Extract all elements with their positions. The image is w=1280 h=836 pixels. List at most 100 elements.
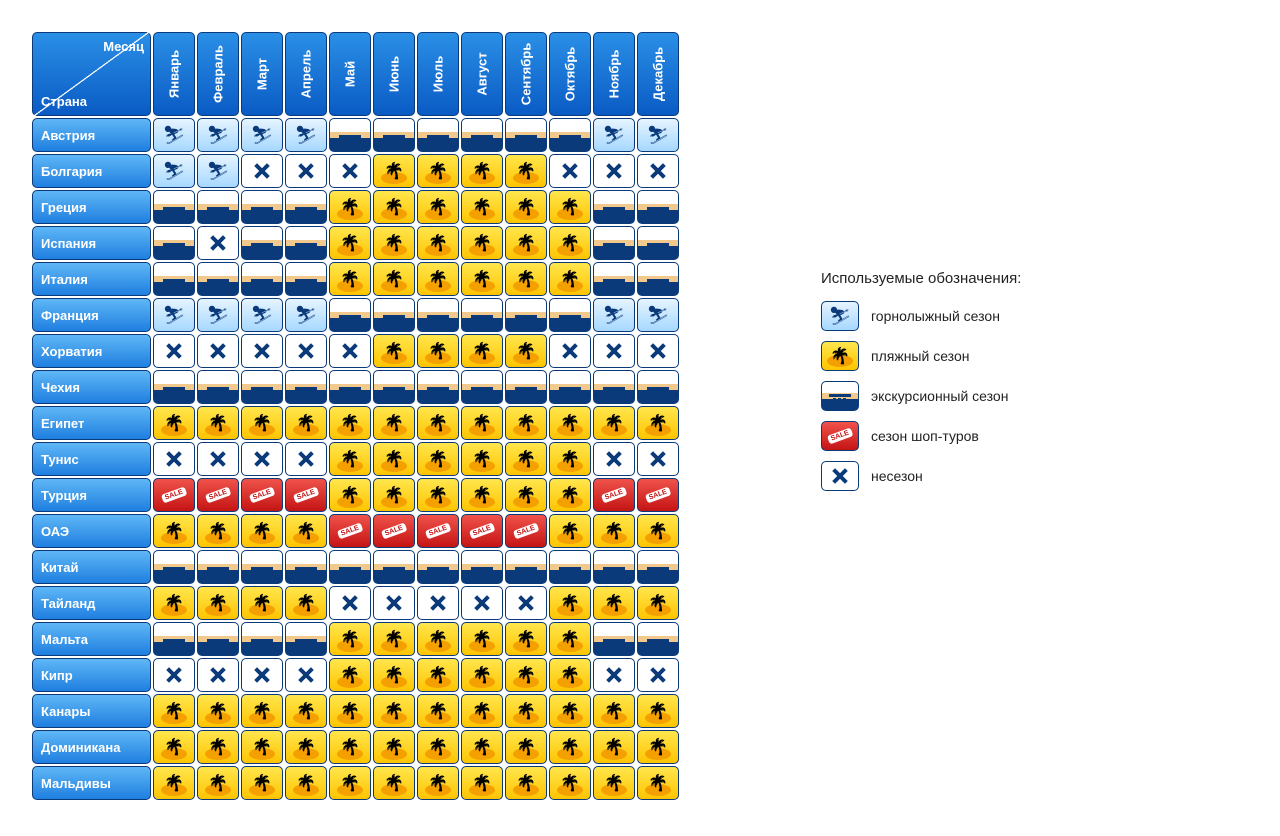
month-label: Апрель xyxy=(299,50,314,99)
season-cell-beach xyxy=(417,766,459,800)
season-cell-beach xyxy=(197,586,239,620)
season-cell-beach xyxy=(417,226,459,260)
season-cell-beach xyxy=(329,694,371,728)
season-cell-beach xyxy=(241,586,283,620)
table-row: Австрия xyxy=(32,118,679,152)
season-cell-beach xyxy=(549,478,591,512)
off-icon xyxy=(821,461,859,491)
season-cell-exc xyxy=(329,550,371,584)
season-cell-exc xyxy=(197,550,239,584)
season-cell-beach xyxy=(637,766,679,800)
season-cell-beach xyxy=(461,622,503,656)
season-cell-beach xyxy=(549,766,591,800)
legend-label: экскурсионный сезон xyxy=(871,388,1008,404)
season-cell-off xyxy=(637,658,679,692)
season-cell-exc xyxy=(637,262,679,296)
season-cell-off xyxy=(285,658,327,692)
month-header: Июль xyxy=(417,32,459,116)
season-cell-off xyxy=(241,334,283,368)
corner-cell: Страна Месяц xyxy=(32,32,151,116)
season-cell-exc xyxy=(505,550,547,584)
season-cell-shop xyxy=(637,478,679,512)
season-cell-beach xyxy=(461,262,503,296)
season-cell-beach xyxy=(417,658,459,692)
season-cell-exc xyxy=(285,226,327,260)
table-row: Мальдивы xyxy=(32,766,679,800)
season-cell-exc xyxy=(241,370,283,404)
country-label: Испания xyxy=(32,226,151,260)
season-cell-exc xyxy=(373,298,415,332)
country-label: Греция xyxy=(32,190,151,224)
season-cell-exc xyxy=(329,118,371,152)
season-cell-exc xyxy=(285,550,327,584)
season-cell-beach xyxy=(461,730,503,764)
table-row: Кипр xyxy=(32,658,679,692)
season-cell-off xyxy=(153,658,195,692)
month-label: Декабрь xyxy=(651,47,666,101)
legend-label: несезон xyxy=(871,468,923,484)
season-cell-off xyxy=(197,658,239,692)
season-cell-exc xyxy=(197,622,239,656)
season-cell-exc xyxy=(241,226,283,260)
season-cell-beach xyxy=(373,694,415,728)
season-cell-shop xyxy=(505,514,547,548)
season-cell-off xyxy=(637,154,679,188)
month-label: Март xyxy=(255,58,270,90)
season-cell-beach xyxy=(593,766,635,800)
season-cell-beach xyxy=(505,334,547,368)
season-cell-beach xyxy=(549,586,591,620)
season-cell-beach xyxy=(461,478,503,512)
season-cell-exc xyxy=(549,118,591,152)
season-cell-beach xyxy=(241,694,283,728)
col-axis-label: Месяц xyxy=(103,39,144,54)
season-cell-beach xyxy=(461,766,503,800)
season-cell-off xyxy=(197,442,239,476)
season-cell-beach xyxy=(417,406,459,440)
shop-icon xyxy=(821,421,859,451)
season-cell-beach xyxy=(197,730,239,764)
season-cell-beach xyxy=(197,694,239,728)
season-cell-exc xyxy=(373,118,415,152)
season-cell-beach xyxy=(417,442,459,476)
season-cell-shop xyxy=(461,514,503,548)
header-row: Страна Месяц ЯнварьФевральМартАпрельМайИ… xyxy=(32,32,679,116)
season-cell-beach xyxy=(505,190,547,224)
season-cell-exc xyxy=(461,550,503,584)
season-cell-off xyxy=(593,658,635,692)
season-cell-beach xyxy=(461,226,503,260)
season-cell-off xyxy=(461,586,503,620)
season-cell-exc xyxy=(637,622,679,656)
season-cell-off xyxy=(549,334,591,368)
season-cell-off xyxy=(329,586,371,620)
season-cell-beach xyxy=(461,658,503,692)
table-row: Болгария xyxy=(32,154,679,188)
legend: Используемые обозначения: горнолыжный се… xyxy=(821,270,1021,501)
month-label: Июль xyxy=(431,56,446,92)
season-cell-exc xyxy=(637,226,679,260)
season-cell-exc xyxy=(285,622,327,656)
season-cell-exc xyxy=(593,262,635,296)
season-cell-beach xyxy=(505,658,547,692)
season-cell-beach xyxy=(461,442,503,476)
season-cell-off xyxy=(637,334,679,368)
season-cell-beach xyxy=(285,514,327,548)
season-cell-exc xyxy=(505,298,547,332)
season-cell-off xyxy=(329,154,371,188)
season-cell-beach xyxy=(549,406,591,440)
season-cell-exc xyxy=(153,622,195,656)
season-cell-beach xyxy=(329,730,371,764)
legend-row: пляжный сезон xyxy=(821,341,1021,371)
season-cell-exc xyxy=(417,298,459,332)
country-label: Тайланд xyxy=(32,586,151,620)
month-label: Ноябрь xyxy=(607,50,622,99)
season-cell-exc xyxy=(593,622,635,656)
season-cell-shop xyxy=(329,514,371,548)
legend-row: сезон шоп-туров xyxy=(821,421,1021,451)
season-cell-exc xyxy=(241,262,283,296)
season-cell-beach xyxy=(461,334,503,368)
season-cell-off xyxy=(593,442,635,476)
season-cell-exc xyxy=(197,262,239,296)
season-cell-exc xyxy=(593,226,635,260)
ski-icon xyxy=(821,301,859,331)
season-cell-exc xyxy=(461,298,503,332)
